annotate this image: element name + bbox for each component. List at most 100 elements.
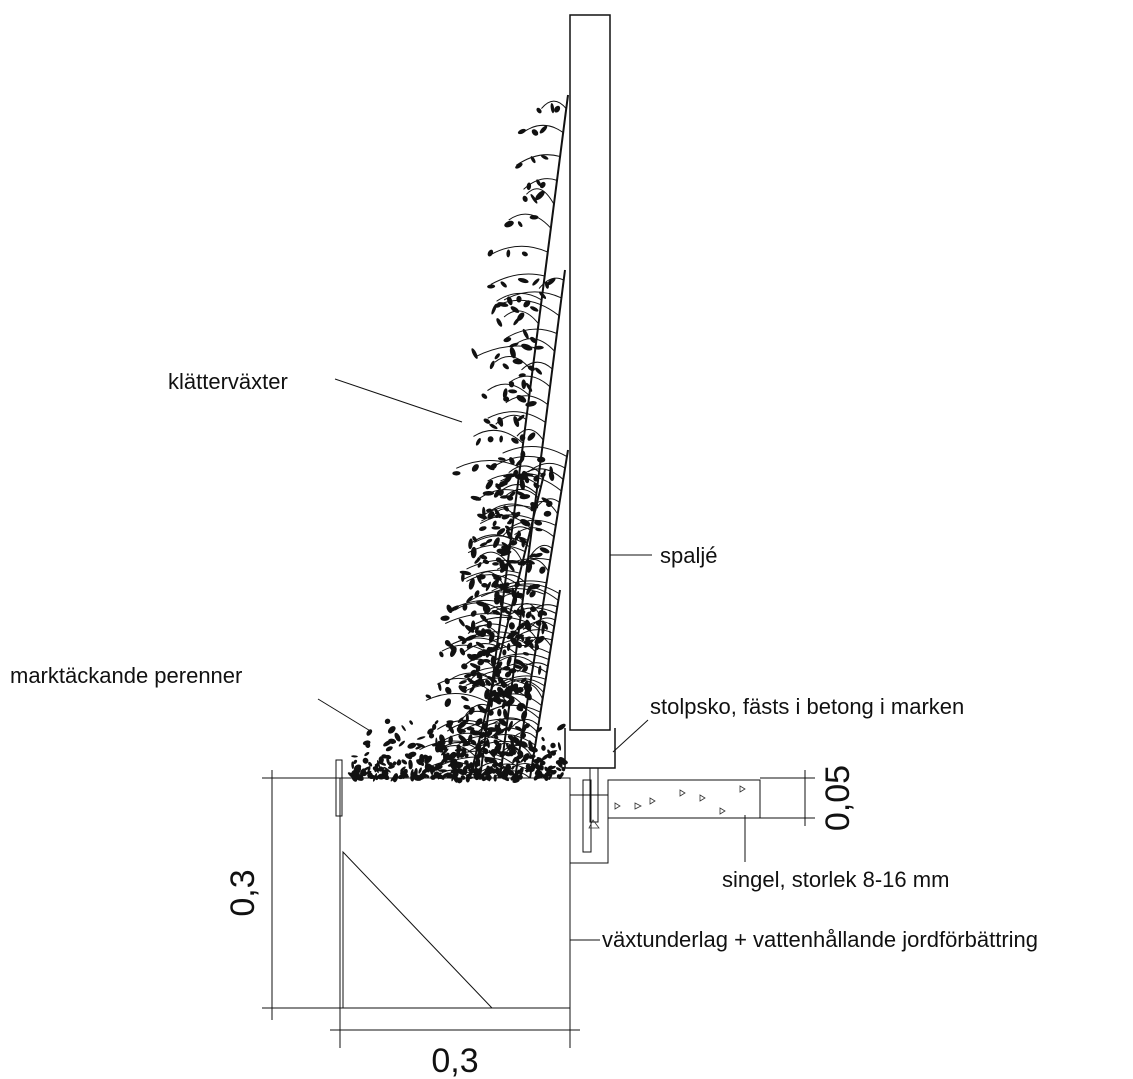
groundcover-leaf	[385, 745, 394, 752]
vine-twig	[495, 357, 533, 372]
leaf	[531, 277, 540, 286]
soil-slope	[343, 852, 492, 1008]
leaf	[497, 709, 501, 717]
leaf	[452, 471, 460, 476]
leaf	[448, 735, 453, 745]
height-dimension: 0,3	[224, 869, 262, 916]
leaf	[517, 128, 527, 136]
leaf	[521, 379, 526, 389]
groundcover-leaf	[384, 717, 392, 725]
leaf	[550, 103, 555, 114]
leaf	[512, 358, 523, 364]
leaf	[480, 392, 488, 399]
leaf	[517, 277, 529, 284]
vine-twig	[491, 246, 548, 254]
leaf	[459, 570, 471, 576]
leaf	[499, 435, 503, 442]
leaf	[502, 362, 510, 370]
groundcover-leaf	[401, 758, 408, 765]
leaf	[444, 677, 451, 685]
detail-drawing: 0,3 0,3 0,05 klätterväxter spaljé marktä…	[0, 0, 1133, 1079]
leaf	[534, 367, 543, 376]
groundcover-leaf	[351, 755, 358, 758]
leaf	[487, 284, 495, 289]
leaf	[503, 219, 515, 228]
label-trellis: spaljé	[660, 543, 717, 568]
leaf	[491, 526, 500, 530]
vine-twig	[509, 214, 551, 228]
leaf	[470, 463, 480, 473]
leaf	[537, 457, 545, 463]
edging	[336, 760, 342, 816]
vine-twig	[516, 155, 560, 166]
gravel-layer	[608, 780, 760, 818]
gravel-stones	[589, 786, 745, 828]
leaf	[443, 697, 452, 708]
groundcover-leaf	[511, 765, 515, 770]
leaf	[520, 342, 533, 352]
groundcover-leaf	[438, 769, 447, 772]
leaf	[470, 609, 478, 618]
leaf	[502, 649, 507, 655]
leaf	[495, 317, 503, 327]
leaf	[512, 317, 520, 327]
label-soil: växtunderlag + vattenhållande jordförbät…	[602, 927, 1038, 952]
label-groundcover: marktäckande perenner	[10, 663, 242, 688]
leaf	[478, 525, 487, 531]
leaf	[509, 342, 520, 349]
post-shoe	[565, 728, 615, 768]
leaf	[438, 651, 444, 658]
label-gravel: singel, storlek 8-16 mm	[722, 867, 949, 892]
leaf	[522, 195, 529, 203]
leaf	[510, 436, 520, 445]
leaf	[509, 346, 517, 359]
soil-block	[340, 778, 570, 1008]
leaf	[492, 562, 499, 566]
leaf	[522, 651, 529, 656]
groundcover-leaf	[557, 742, 561, 751]
leaf	[492, 536, 502, 549]
leaf	[515, 393, 527, 404]
groundcover-leaf	[456, 749, 460, 759]
leaf	[516, 296, 521, 303]
leaf	[517, 220, 523, 227]
vine-twig	[528, 463, 565, 472]
groundcover-leaf	[541, 745, 546, 751]
leaf	[506, 249, 510, 257]
leaf	[526, 431, 537, 442]
groundcover-leaf	[541, 736, 546, 741]
vine-twig	[503, 446, 567, 456]
leaf	[530, 128, 539, 137]
groundcover-leaf	[550, 743, 556, 749]
leaf	[530, 215, 539, 219]
vine-twig	[506, 329, 557, 338]
leaf	[499, 280, 507, 288]
label-climbers: klätterväxter	[168, 369, 288, 394]
vine-twig	[426, 693, 489, 702]
trellis-post	[570, 15, 610, 730]
leaf	[539, 125, 549, 135]
groundcover-leaf	[401, 725, 407, 732]
vine-twig	[448, 636, 504, 646]
leaf	[459, 679, 468, 685]
plants	[347, 95, 568, 784]
leaf	[470, 495, 482, 502]
dimension-lines	[262, 770, 815, 1048]
leaf	[499, 481, 507, 486]
leaf	[460, 695, 469, 702]
gravel-dimension: 0,05	[819, 765, 857, 831]
leaf	[538, 665, 542, 675]
leaf	[458, 618, 466, 627]
groundcover-leaf	[365, 728, 373, 737]
leaf	[440, 615, 450, 621]
leaf	[490, 303, 498, 315]
leaf	[488, 436, 494, 442]
leaf	[543, 510, 551, 517]
leaf	[525, 400, 537, 408]
concrete-footing	[570, 795, 608, 863]
groundcover-leaf	[396, 759, 402, 766]
leaf	[508, 389, 517, 394]
leaf	[468, 578, 476, 591]
leaf	[512, 415, 520, 427]
leaf	[492, 520, 498, 527]
